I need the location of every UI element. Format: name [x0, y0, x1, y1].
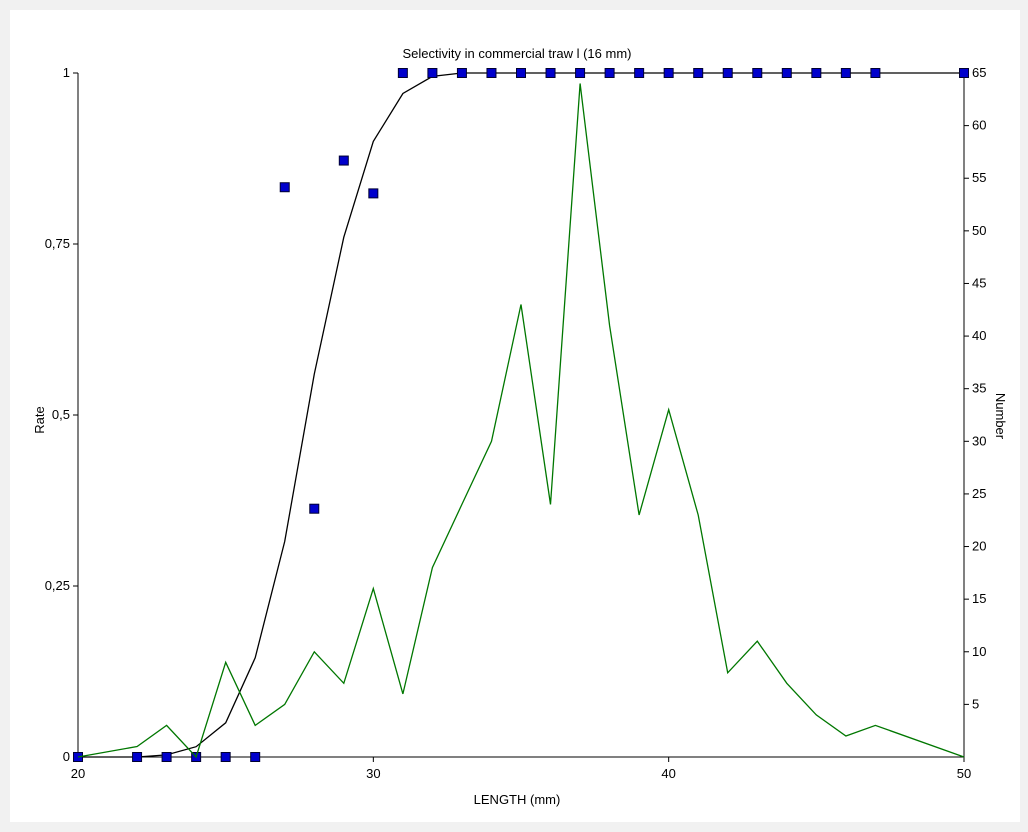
rate-marker [693, 68, 704, 78]
rate-marker [516, 68, 526, 78]
x-axis-label: LENGTH (mm) [474, 792, 561, 807]
rate-marker [309, 503, 320, 514]
chart-title: Selectivity in commercial traw l (16 mm) [403, 46, 632, 61]
y-left-tick-label: 0,25 [45, 578, 70, 593]
rate-marker [752, 68, 763, 78]
axes: 20 30 40 5000,250,50,7515101520253035404550… [45, 65, 987, 781]
y-right-tick-label: 10 [972, 644, 986, 659]
rate-marker [545, 68, 556, 78]
rate-marker [781, 68, 792, 78]
y-right-tick-label: 55 [972, 170, 986, 185]
y-axis-left-label: Rate [32, 406, 47, 433]
x-tick-label: 40 [661, 766, 675, 781]
rate-marker [279, 182, 290, 193]
y-right-tick-label: 20 [972, 539, 986, 554]
y-right-tick-label: 65 [972, 65, 986, 80]
rate-marker [427, 68, 438, 78]
y-right-tick-label: 30 [972, 433, 986, 448]
x-tick-label: 50 [957, 766, 971, 781]
rate-marker [840, 68, 851, 78]
y-right-tick-label: 15 [972, 591, 986, 606]
rate-marker [959, 68, 969, 78]
rate-marker [575, 68, 586, 78]
rate-marker [132, 752, 143, 762]
y-left-tick-label: 1 [63, 65, 70, 80]
y-right-tick-label: 35 [972, 381, 986, 396]
y-right-tick-label: 45 [972, 275, 986, 290]
rate-marker [456, 68, 467, 78]
y-left-tick-label: 0,75 [45, 236, 70, 251]
rate-marker [486, 68, 497, 78]
plot-area [73, 68, 969, 762]
rate-marker [870, 68, 881, 78]
y-right-tick-label: 60 [972, 118, 986, 133]
rate-curve-line [78, 72, 964, 758]
y-left-tick-label: 0,5 [52, 407, 70, 422]
y-right-tick-label: 5 [972, 696, 979, 711]
rate-marker [220, 752, 231, 762]
rate-marker [397, 68, 408, 78]
y-right-tick-label: 40 [972, 328, 986, 343]
rate-marker [338, 155, 349, 166]
number-line [77, 83, 965, 759]
y-axis-right-label: Number [993, 393, 1008, 440]
rate-marker [604, 68, 615, 78]
y-right-tick-label: 50 [972, 223, 986, 238]
rate-marker [250, 752, 261, 762]
y-right-tick-label: 25 [972, 486, 986, 501]
y-left-tick-label: 0 [63, 749, 70, 764]
x-tick-label: 20 [71, 766, 85, 781]
rate-marker [368, 188, 379, 199]
x-tick-label: 30 [366, 766, 380, 781]
rate-marker [634, 68, 645, 78]
rate-marker [722, 68, 733, 78]
rate-marker [663, 68, 674, 78]
rate-marker [811, 68, 822, 78]
chart-panel [10, 10, 1020, 822]
rate-marker [161, 752, 172, 762]
